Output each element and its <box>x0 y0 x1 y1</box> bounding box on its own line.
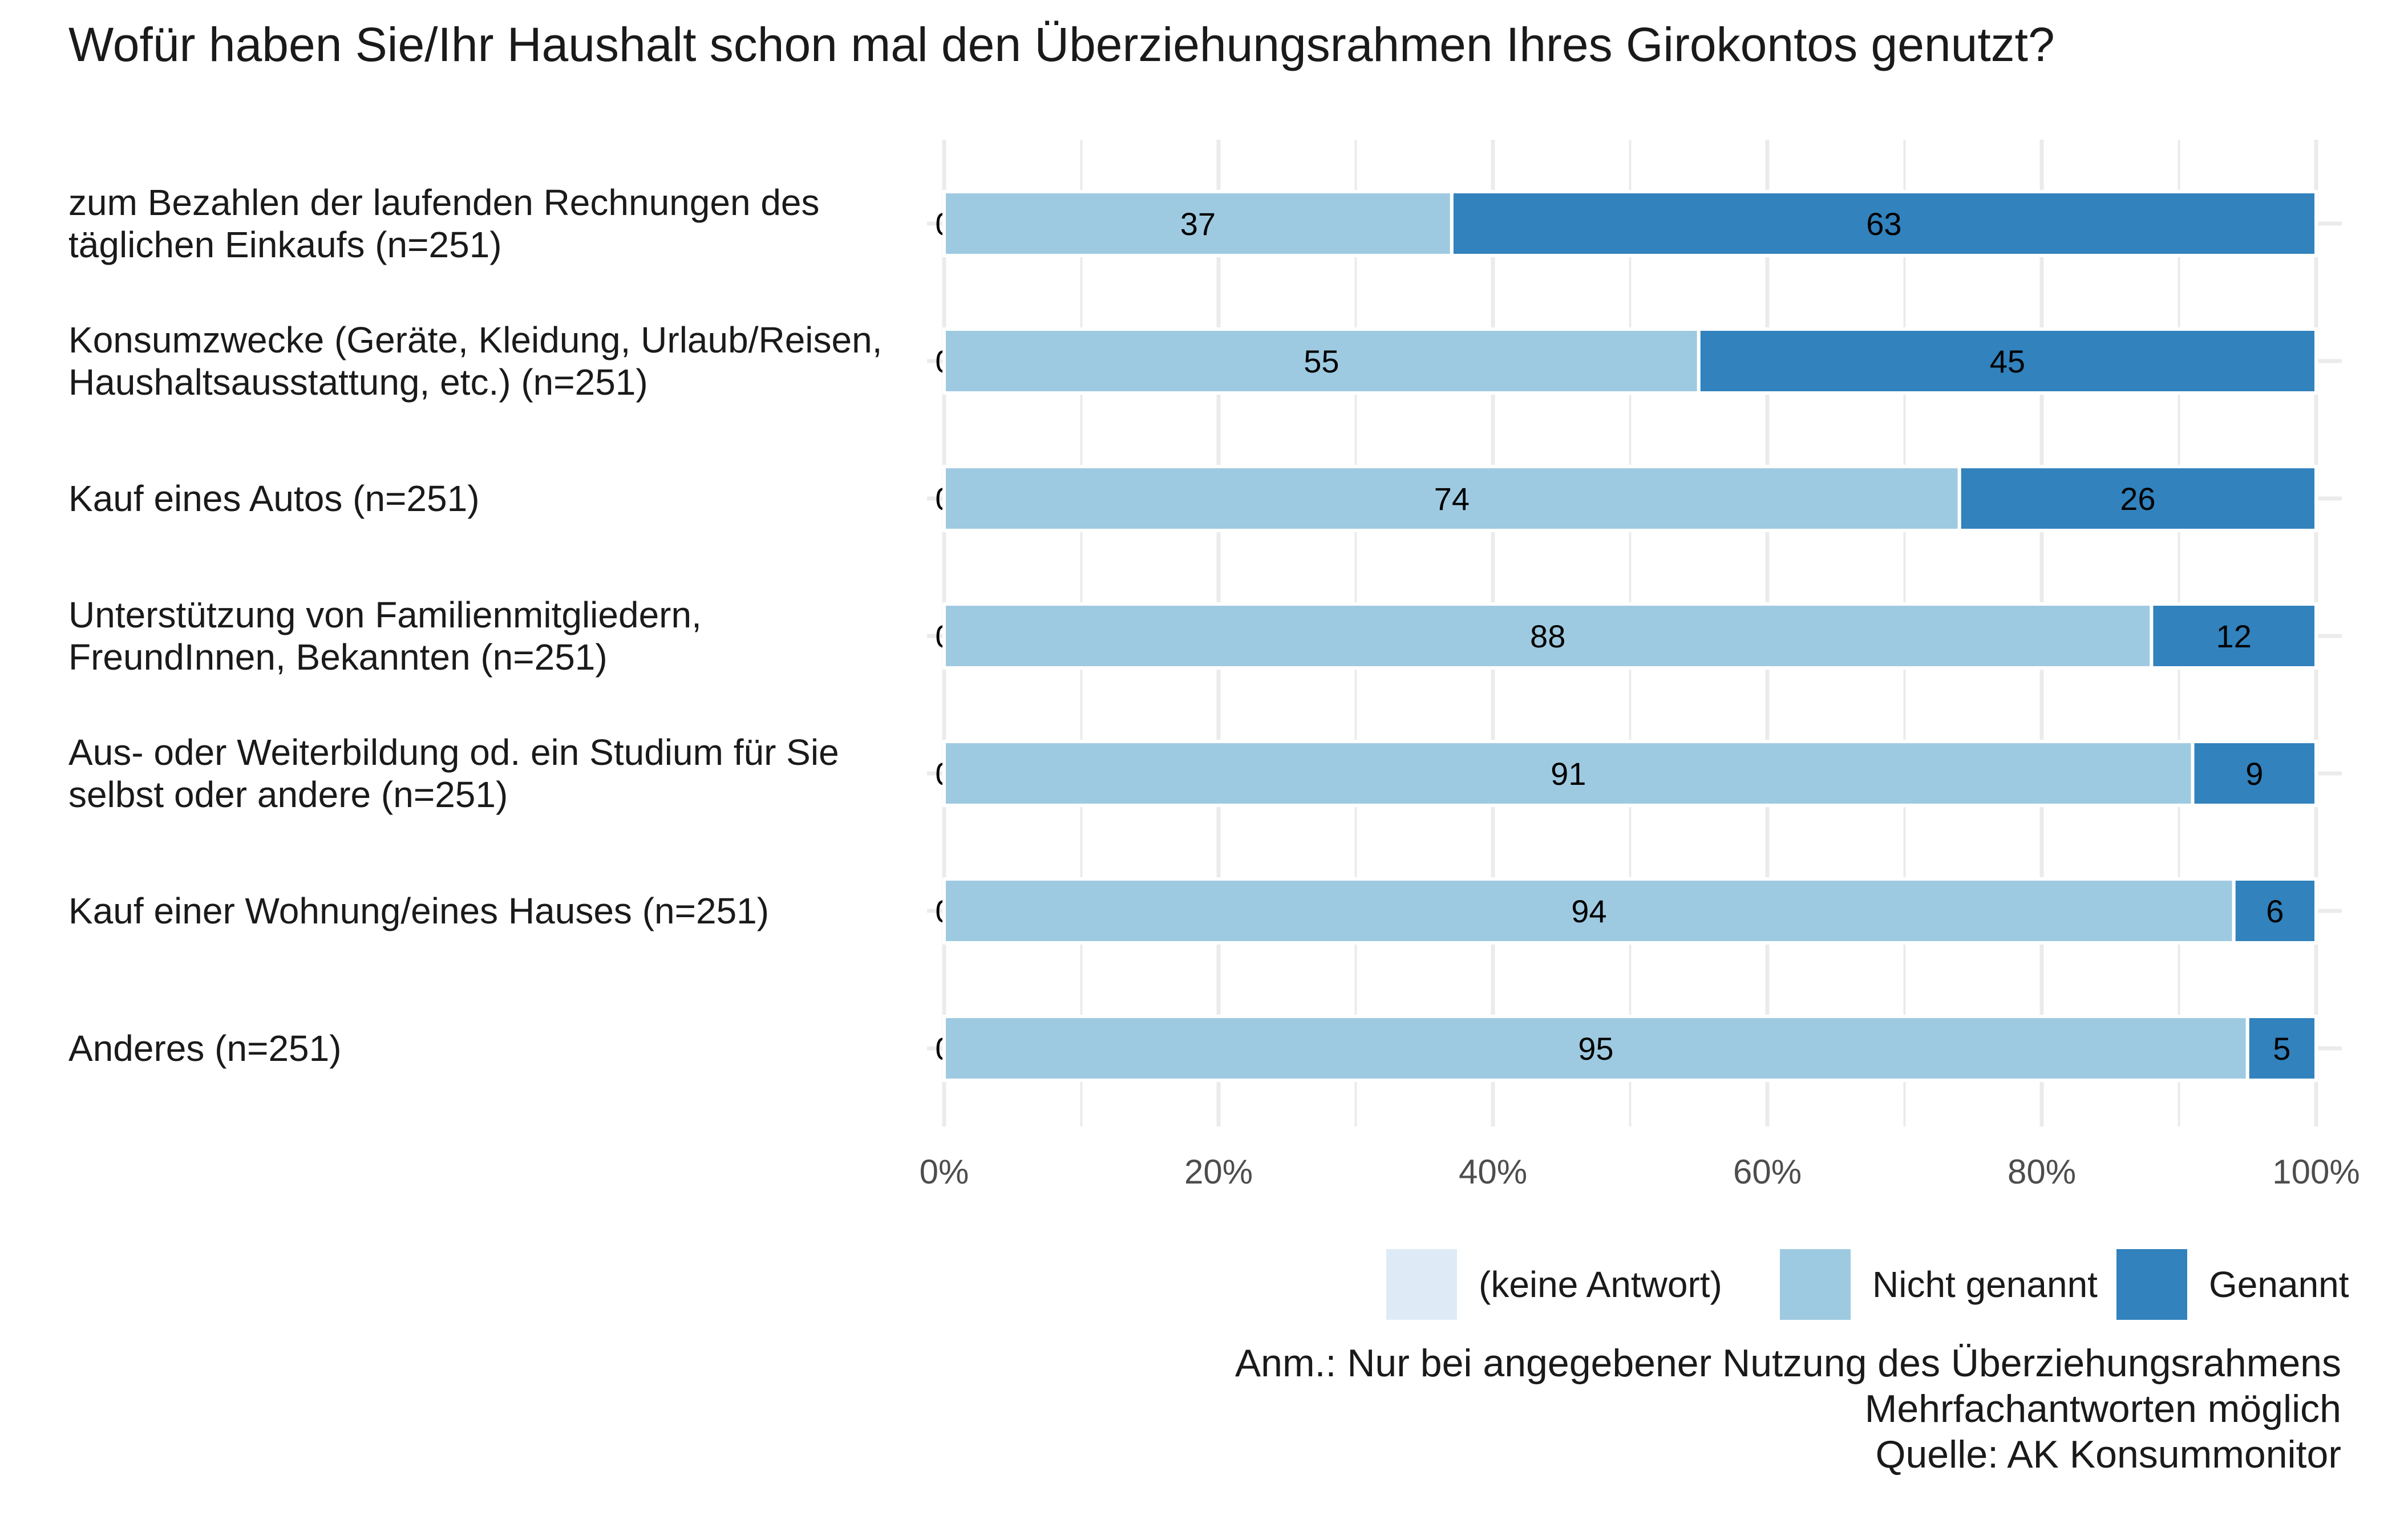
data-label-genannt: 63 <box>1866 206 1901 242</box>
bar-segment-nicht-genannt <box>942 740 2195 807</box>
note-line-remark: Anm.: Nur bei angegebener Nutzung des Üb… <box>1235 1342 2341 1385</box>
x-tick-label: 20% <box>1184 1153 1253 1191</box>
data-label-genannt: 6 <box>2266 893 2284 929</box>
bar-segment-genannt <box>1697 327 2318 395</box>
data-label-nicht-genannt: 55 <box>1304 343 1339 379</box>
data-label-genannt: 9 <box>2245 756 2263 792</box>
chart-notes: Anm.: Nur bei angegebener Nutzung des Üb… <box>1235 1340 2341 1477</box>
bar-segment-genannt <box>1957 465 2318 532</box>
category-label: Kauf eines Autos (n=251) <box>68 478 480 519</box>
legend-label: Nicht genannt <box>1872 1264 2098 1305</box>
data-label-nicht-genannt: 74 <box>1434 481 1470 517</box>
data-label-genannt: 5 <box>2273 1031 2290 1067</box>
data-label-nicht-genannt: 95 <box>1578 1031 1613 1067</box>
bar-segment-genannt <box>2191 740 2318 807</box>
x-tick-label: 60% <box>1733 1153 1802 1191</box>
data-label-genannt: 45 <box>1990 343 2025 379</box>
x-tick-label: 100% <box>2272 1153 2359 1191</box>
x-tick-label: 40% <box>1459 1153 1527 1191</box>
legend-swatch <box>2116 1249 2187 1320</box>
category-label: Aus- oder Weiterbildung od. ein Studium … <box>68 732 839 815</box>
legend-label: Genannt <box>2209 1264 2349 1305</box>
bar-segment-nicht-genannt <box>942 877 2236 945</box>
data-label-genannt: 12 <box>2216 618 2252 654</box>
data-label-nicht-genannt: 91 <box>1551 756 1586 792</box>
bar-segment-genannt <box>1450 190 2318 257</box>
chart-title: Wofür haben Sie/Ihr Haushalt schon mal d… <box>68 18 2055 71</box>
legend-label: (keine Antwort) <box>1479 1264 1722 1305</box>
bar-segment-nicht-genannt <box>942 190 1454 257</box>
data-label-nicht-genannt: 37 <box>1180 206 1216 242</box>
bar-segment-genannt <box>2150 602 2318 670</box>
bar-segment-genannt <box>2245 1015 2318 1082</box>
x-tick-label: 80% <box>2008 1153 2076 1191</box>
category-label: Unterstützung von Familienmitgliedern, F… <box>68 594 702 678</box>
x-tick-label: 0% <box>920 1153 969 1191</box>
category-label: Kauf einer Wohnung/eines Hauses (n=251) <box>68 890 770 931</box>
data-label-nicht-genannt: 88 <box>1530 618 1565 654</box>
category-label: Anderes (n=251) <box>68 1028 342 1069</box>
data-label-genannt: 26 <box>2120 481 2155 517</box>
note-line-multiple: Mehrfachantworten möglich <box>1864 1387 2341 1430</box>
bar-segment-genannt <box>2232 877 2318 945</box>
legend-swatch <box>1386 1249 1457 1320</box>
category-label: zum Bezahlen der laufenden Rechnungen de… <box>68 182 820 265</box>
category-label: Konsumzwecke (Geräte, Kleidung, Urlaub/R… <box>68 319 883 403</box>
legend-swatch <box>1780 1249 1851 1320</box>
note-line-source: Quelle: AK Konsummonitor <box>1875 1433 2341 1476</box>
data-label-nicht-genannt: 94 <box>1571 893 1606 929</box>
